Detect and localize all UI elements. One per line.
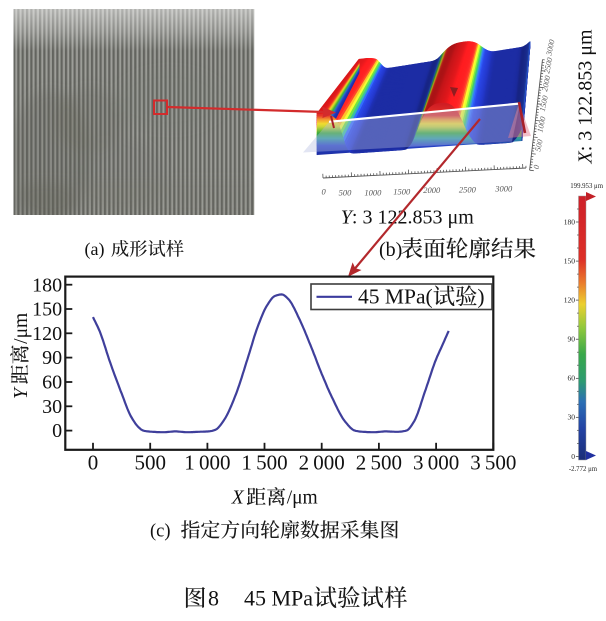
svg-text:(b): (b) <box>379 239 402 261</box>
svg-text:120: 120 <box>564 296 576 305</box>
svg-text:2000: 2000 <box>540 75 552 93</box>
svg-text:0: 0 <box>321 186 326 196</box>
svg-text:0: 0 <box>88 451 99 475</box>
svg-text:X: X <box>231 488 245 509</box>
svg-text:2 500: 2 500 <box>356 451 402 475</box>
svg-text:3 500: 3 500 <box>470 451 516 475</box>
svg-text:2000: 2000 <box>423 185 441 195</box>
svg-text:Y: Y <box>11 386 32 399</box>
svg-text:500: 500 <box>339 188 353 198</box>
svg-text:3000: 3000 <box>494 184 513 194</box>
svg-text:Y: 3 122.853 μm: Y: 3 122.853 μm <box>341 207 474 229</box>
svg-text:): ) <box>477 285 484 309</box>
svg-text:2500: 2500 <box>542 57 554 75</box>
svg-text:30: 30 <box>568 413 576 422</box>
svg-text:30: 30 <box>42 396 62 418</box>
svg-text:0: 0 <box>571 452 575 461</box>
svg-text:-2.772 μm: -2.772 μm <box>569 466 598 473</box>
svg-text:120: 120 <box>32 323 62 345</box>
svg-text:1000: 1000 <box>535 116 547 134</box>
svg-text:500: 500 <box>134 451 166 475</box>
svg-text:1500: 1500 <box>393 186 411 196</box>
svg-text:8: 8 <box>208 586 219 611</box>
svg-text:45 MPa: 45 MPa <box>244 586 313 611</box>
svg-text:(c): (c) <box>150 522 171 542</box>
svg-text:1 000: 1 000 <box>184 451 230 475</box>
svg-text:0: 0 <box>532 164 542 170</box>
svg-text:2500: 2500 <box>459 184 477 194</box>
svg-text:180: 180 <box>564 217 576 226</box>
svg-text:180: 180 <box>32 274 62 296</box>
svg-text:2 000: 2 000 <box>299 451 345 475</box>
svg-text:0: 0 <box>52 420 62 442</box>
svg-text:150: 150 <box>32 299 62 321</box>
svg-text:/μm: /μm <box>11 313 32 344</box>
svg-text:/μm: /μm <box>287 488 318 509</box>
svg-text:60: 60 <box>42 372 62 394</box>
svg-text:3 000: 3 000 <box>413 451 459 475</box>
svg-text:3000: 3000 <box>544 39 556 57</box>
svg-text:90: 90 <box>42 347 62 369</box>
svg-text:500: 500 <box>533 139 544 153</box>
svg-text:(a): (a) <box>85 239 105 260</box>
svg-text:199.953 μm: 199.953 μm <box>570 183 603 190</box>
svg-text:90: 90 <box>568 335 576 344</box>
svg-text:60: 60 <box>568 374 576 383</box>
svg-text:45 MPa(: 45 MPa( <box>358 285 433 309</box>
svg-text:1500: 1500 <box>538 95 550 113</box>
svg-text:1000: 1000 <box>364 188 382 198</box>
svg-text:1 500: 1 500 <box>241 451 287 475</box>
svg-text:X: 3 122.853 μm: X: 3 122.853 μm <box>575 29 597 164</box>
svg-text:150: 150 <box>564 257 576 266</box>
